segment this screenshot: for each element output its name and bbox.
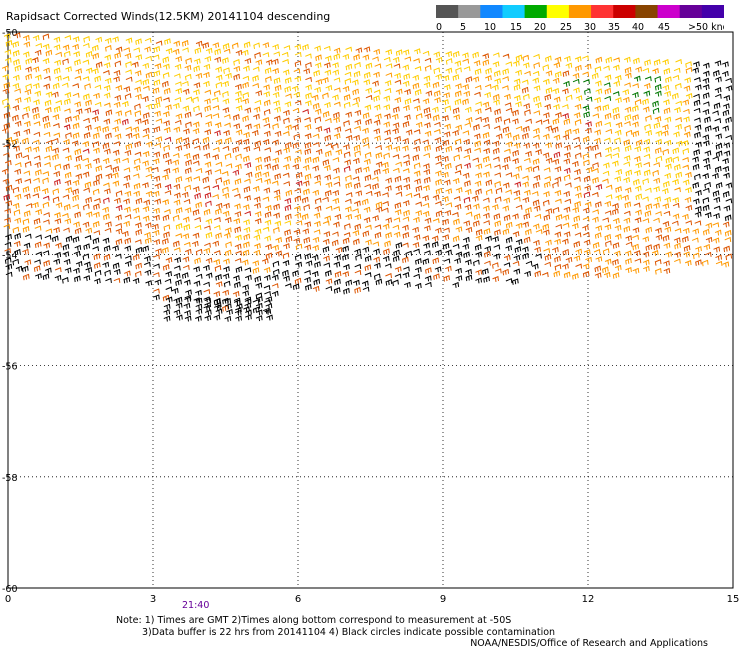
x-tick-label: 9 [440, 594, 446, 605]
legend-swatch [502, 5, 526, 18]
legend-swatch [613, 5, 636, 18]
wind-barb-group [4, 60, 733, 322]
legend-label: 0 [436, 22, 442, 33]
legend-swatch [679, 5, 703, 18]
legend-swatch [436, 5, 459, 18]
wind-barb-group [1, 34, 732, 280]
x-tick-label: 6 [295, 594, 301, 605]
wind-barb-group [563, 75, 662, 118]
legend-label: 20 [534, 22, 546, 33]
legend-label: 45 [658, 22, 670, 33]
legend-label: 5 [460, 22, 466, 33]
note-line-1: Note: 1) Times are GMT 2)Times along bot… [116, 615, 512, 626]
legend-swatch [524, 5, 548, 18]
legend-label: 40 [632, 22, 644, 33]
legend-swatch [657, 5, 681, 18]
plot-frame [7, 31, 734, 589]
x-tick-label: 12 [582, 594, 595, 605]
legend-swatch [546, 5, 570, 18]
legend-swatch [568, 5, 592, 18]
wind-speed-legend: 0 5 10 15 20 25 30 35 40 45 >50 knots [436, 5, 724, 33]
legend-label: 15 [510, 22, 522, 33]
x-tick-label: 3 [150, 594, 156, 605]
x-tick-label: 0 [5, 594, 11, 605]
y-tick-label: -58 [2, 473, 18, 484]
legend-label: 35 [608, 22, 620, 33]
wind-barb-group [1, 33, 693, 242]
note-line-2: 3)Data buffer is 22 hrs from 20141104 4)… [142, 626, 556, 638]
y-tick-label: -54 [2, 250, 18, 261]
notes-block: Note: 1) Times are GMT 2)Times along bot… [116, 615, 555, 638]
legend-swatch [458, 5, 481, 18]
legend-label: 30 [584, 22, 596, 33]
legend-swatch [480, 5, 503, 18]
legend-label: 25 [560, 22, 572, 33]
credit-line: NOAA/NESDIS/Office of Research and Appli… [470, 638, 708, 649]
legend-label: >50 knots [688, 22, 724, 33]
y-tick-label: -56 [2, 362, 18, 373]
legend-label: 10 [484, 22, 496, 33]
wind-barbs [1, 32, 733, 322]
wind-barb-group [1, 32, 733, 312]
map-title: Rapidsact Corrected Winds(12.5KM) 201411… [6, 10, 331, 23]
x-tick-label: 15 [727, 594, 740, 605]
legend-swatch [635, 5, 659, 18]
y-tick-label: -50 [2, 28, 18, 39]
wind-barb-group [3, 109, 603, 216]
time-label: 21:40 [182, 600, 210, 611]
y-tick-label: -60 [2, 584, 18, 595]
legend-swatch [591, 5, 614, 18]
y-tick-label: -52 [2, 139, 18, 150]
legend-swatch [701, 5, 724, 18]
